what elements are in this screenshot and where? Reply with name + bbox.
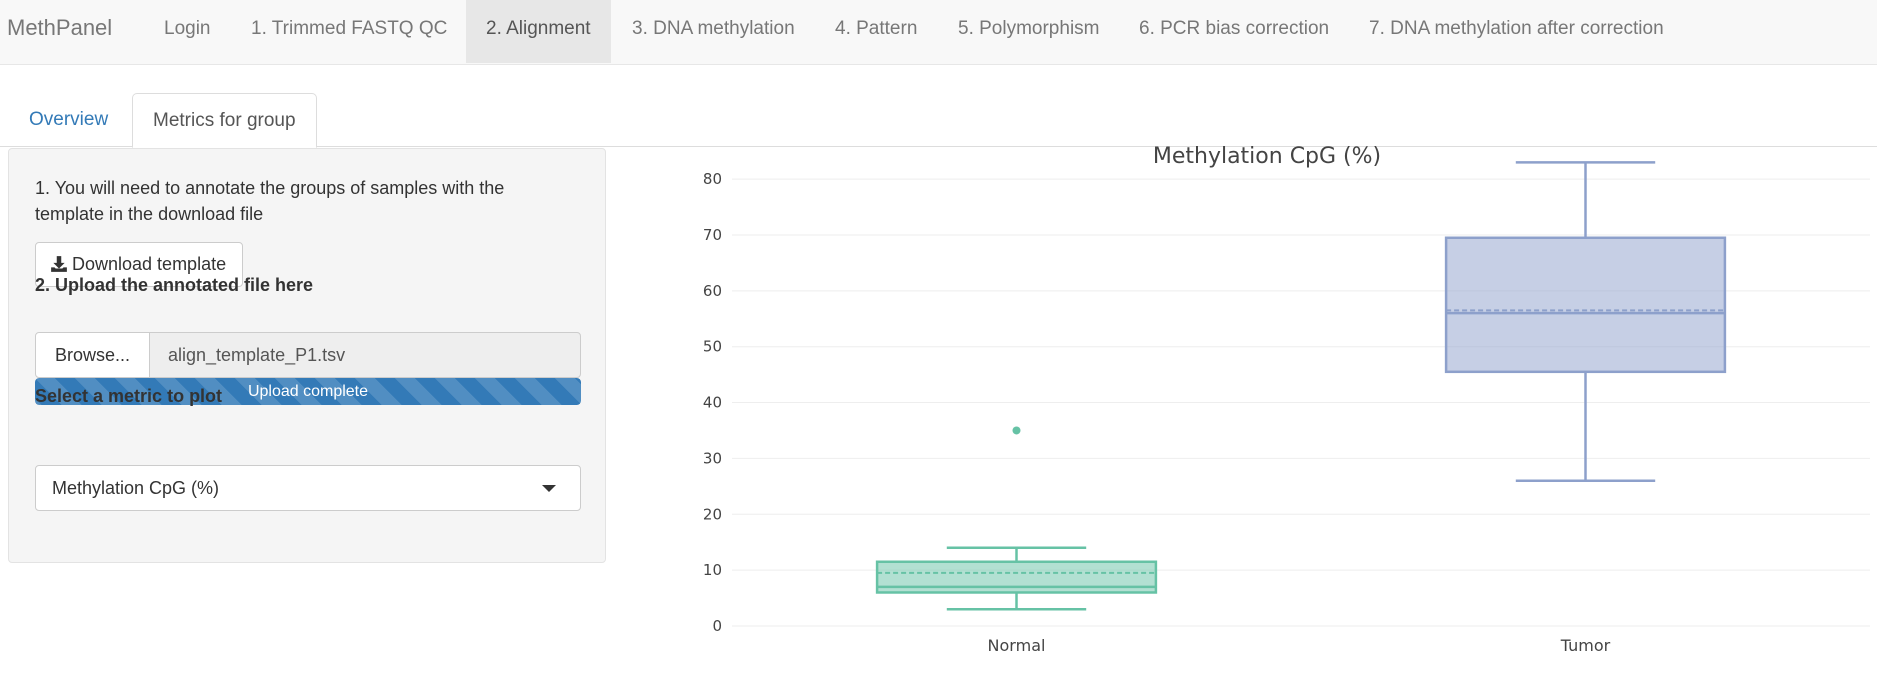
app-brand[interactable]: MethPanel (7, 15, 113, 40)
y-tick-label: 70 (703, 226, 722, 244)
top-navbar: MethPanel Login 1. Trimmed FASTQ QC 2. A… (0, 0, 1877, 65)
nav-item-alignment[interactable]: 2. Alignment (466, 0, 611, 63)
x-tick-label: Normal (988, 636, 1046, 655)
y-tick-label: 30 (703, 449, 722, 467)
metric-select-value: Methylation CpG (%) (52, 478, 220, 498)
box-plot-chart: Methylation CpG (%) 0 10 20 30 40 50 60 70 80 Norm… (703, 144, 1870, 655)
metric-select[interactable]: Methylation CpG (%) (35, 465, 581, 511)
subtab-bar: Overview Metrics for group (0, 93, 1877, 148)
y-tick-label: 80 (703, 170, 722, 188)
sidebar-panel: 1. You will need to annotate the groups … (8, 148, 606, 563)
nav-item-pcr-bias-correction[interactable]: 6. PCR bias correction (1139, 18, 1330, 39)
tab-metrics-for-group[interactable]: Metrics for group (132, 93, 317, 148)
y-tick-label: 40 (703, 394, 722, 412)
download-template-button[interactable]: Download template (35, 242, 244, 287)
nav-item-dna-methylation-after-correction[interactable]: 7. DNA methylation after correction (1369, 18, 1664, 39)
nav-item-dna-methylation[interactable]: 3. DNA methylation (632, 18, 795, 39)
upload-progress: Upload complete (35, 378, 581, 405)
file-name-field[interactable]: align_template_P1.tsv (149, 332, 581, 378)
x-tick-label: Tumor (1560, 636, 1611, 655)
tab-overview[interactable]: Overview (29, 109, 109, 130)
y-tick-label: 10 (703, 561, 722, 579)
nav-item-pattern[interactable]: 4. Pattern (835, 18, 918, 39)
file-upload-group: Browse... align_template_P1.tsv (35, 332, 581, 378)
annotation-instruction: 1. You will need to annotate the groups … (35, 178, 505, 224)
select-metric-label: Select a metric to plot (35, 386, 223, 406)
download-template-label: Download template (72, 254, 227, 274)
nav-item-polymorphism[interactable]: 5. Polymorphism (958, 18, 1100, 39)
upload-label: 2. Upload the annotated file here (35, 275, 314, 295)
chevron-down-icon (542, 485, 556, 492)
outlier-point (1012, 426, 1021, 435)
upload-progress-bar: Upload complete (35, 378, 581, 405)
chart-title: Methylation CpG (%) (1153, 144, 1381, 169)
y-tick-label: 20 (703, 505, 722, 523)
y-tick-label: 0 (712, 617, 722, 635)
browse-button[interactable]: Browse... (35, 332, 150, 378)
iqr-box (1444, 236, 1727, 374)
download-icon (51, 256, 67, 272)
y-tick-label: 60 (703, 282, 722, 300)
y-tick-label: 50 (703, 338, 722, 356)
nav-item-login[interactable]: Login (164, 18, 211, 39)
nav-item-trimmed-fastq-qc[interactable]: 1. Trimmed FASTQ QC (251, 18, 448, 39)
